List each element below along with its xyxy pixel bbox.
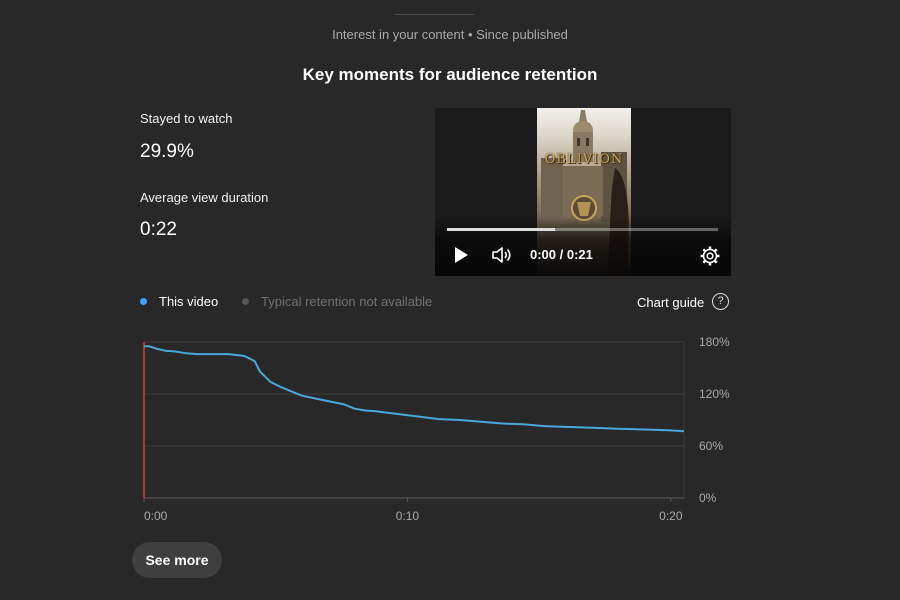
x-tick-label: 0:10 — [396, 509, 420, 523]
video-progress-bar[interactable] — [447, 228, 718, 231]
subheader: Interest in your content • Since publish… — [332, 27, 568, 42]
stayed-to-watch-value: 29.9% — [140, 141, 194, 162]
chart-guide-link[interactable]: Chart guide — [637, 295, 705, 310]
play-icon[interactable] — [453, 246, 469, 264]
x-tick-label: 0:20 — [659, 509, 683, 523]
avg-view-duration-label: Average view duration — [140, 190, 269, 205]
y-tick-label: 60% — [699, 439, 723, 453]
avg-view-duration-value: 0:22 — [140, 219, 177, 240]
top-divider — [395, 14, 475, 15]
y-tick-label: 120% — [699, 387, 730, 401]
thumbnail-title: OBLIVION — [544, 152, 624, 167]
retention-line-this-video — [144, 345, 685, 433]
help-icon[interactable]: ? — [712, 293, 729, 310]
this-video-legend-dot — [140, 298, 147, 305]
this-video-legend-label: This video — [159, 294, 219, 309]
video-player[interactable]: OBLIVION 0:00 / 0:21 — [435, 108, 731, 276]
x-tick-label: 0:00 — [144, 509, 168, 523]
settings-gear-icon[interactable] — [699, 245, 721, 267]
time-display: 0:00 / 0:21 — [530, 247, 593, 262]
y-tick-label: 180% — [699, 335, 730, 349]
see-more-button[interactable]: See more — [132, 542, 222, 578]
stayed-to-watch-label: Stayed to watch — [140, 111, 233, 126]
typical-retention-legend-label: Typical retention not available — [261, 294, 433, 309]
typical-retention-legend-dot — [242, 298, 249, 305]
thumbnail-artwork — [541, 110, 629, 276]
y-tick-label: 0% — [699, 491, 717, 505]
volume-icon[interactable] — [492, 246, 514, 264]
section-title: Key moments for audience retention — [302, 65, 598, 84]
player-controls-bar — [435, 216, 731, 276]
video-progress-fill — [447, 228, 556, 231]
